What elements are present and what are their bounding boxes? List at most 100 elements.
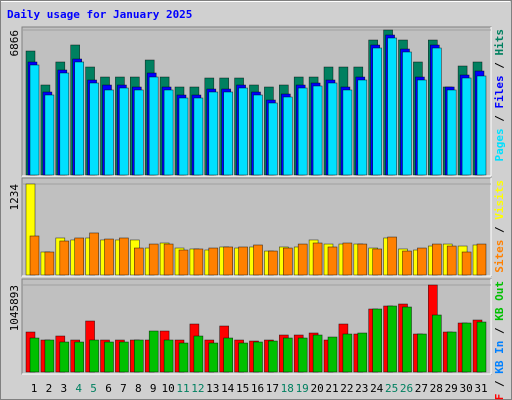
y-tick-label: 1234 [8, 184, 21, 211]
x-tick-label: 13 [206, 382, 219, 395]
legend-entry: Files [493, 75, 506, 108]
bar [417, 247, 427, 276]
bar [387, 305, 397, 373]
x-tick-label: 14 [221, 382, 235, 395]
bar [44, 94, 55, 176]
bar [208, 91, 219, 176]
bar [193, 97, 204, 176]
bar [342, 89, 353, 176]
x-tick-label: 7 [120, 382, 127, 395]
bar [476, 75, 487, 176]
y-tick-label: 1045893 [8, 285, 21, 331]
bar [238, 87, 248, 176]
bar [387, 236, 397, 276]
x-tick-label: 31 [474, 382, 487, 395]
legend-separator: / [493, 220, 506, 240]
bar [402, 306, 412, 373]
x-tick-label: 4 [75, 382, 82, 395]
x-tick-label: 11 [176, 382, 189, 395]
bar [446, 245, 457, 276]
x-tick-label: 9 [150, 382, 157, 395]
x-tick-label: 24 [370, 382, 384, 395]
legend-separator: / [493, 374, 506, 394]
bar [29, 337, 40, 373]
chart-title: Daily usage for January 2025 [7, 8, 192, 21]
bar [312, 85, 323, 176]
legend: Pages / Files / Hits [493, 29, 506, 162]
bar [446, 89, 457, 176]
x-tick-label: 20 [310, 382, 323, 395]
bar [268, 102, 278, 176]
bar [178, 97, 189, 176]
x-tick-label: 23 [355, 382, 368, 395]
bar [74, 61, 84, 176]
bar [223, 91, 233, 176]
bar [312, 334, 323, 373]
x-tick-label: 19 [296, 382, 309, 395]
bar [104, 89, 114, 176]
bar [357, 79, 368, 176]
bar [223, 337, 233, 373]
x-tick-label: 8 [135, 382, 142, 395]
bar [29, 235, 40, 276]
bar [461, 251, 472, 276]
x-tick-label: 10 [161, 382, 174, 395]
bar [312, 242, 323, 276]
bar [119, 237, 129, 276]
x-tick-label: 12 [191, 382, 204, 395]
bar [476, 243, 487, 276]
bar [193, 335, 204, 373]
bar [327, 336, 338, 373]
bar [208, 247, 219, 276]
bar [89, 232, 99, 276]
bar [44, 251, 55, 276]
bar [104, 238, 114, 276]
bar [74, 341, 84, 373]
legend-entry: Hits [493, 29, 506, 56]
x-tick-label: 17 [266, 382, 279, 395]
legend-entry: KB F [493, 394, 506, 400]
x-tick-label: 21 [325, 382, 338, 395]
bar [461, 322, 472, 373]
bar [44, 339, 55, 373]
bevel [1, 1, 510, 2]
bar [119, 87, 129, 176]
bar [253, 244, 263, 276]
x-tick-label: 29 [445, 382, 458, 395]
bar [357, 332, 368, 373]
x-tick-label: 16 [251, 382, 264, 395]
bar [357, 243, 368, 276]
bar [327, 82, 338, 176]
x-tick-label: 6 [105, 382, 112, 395]
x-tick-label: 22 [340, 382, 353, 395]
y-tick-label: 6866 [8, 30, 21, 57]
bar [148, 330, 159, 373]
legend-entry: Sites [493, 240, 506, 273]
legend-separator: / [493, 56, 506, 76]
bar [402, 51, 412, 176]
x-tick-label: 3 [60, 382, 67, 395]
legend: Sites / Visits [493, 180, 506, 273]
bar [282, 337, 293, 373]
x-tick-label: 1 [31, 382, 38, 395]
bar [193, 248, 204, 276]
legend-entry: Pages [493, 128, 506, 161]
bar [253, 341, 263, 373]
x-tick-label: 30 [459, 382, 472, 395]
bar [148, 76, 159, 176]
legend-entry: KB Out [493, 281, 506, 321]
bar [148, 243, 159, 276]
bar [476, 321, 487, 373]
x-tick-label: 5 [90, 382, 97, 395]
bar [223, 246, 233, 276]
x-tick-label: 18 [281, 382, 294, 395]
legend-separator: / [493, 109, 506, 129]
bar [163, 243, 174, 276]
bar [282, 247, 293, 276]
bar [297, 87, 308, 176]
bar [74, 237, 84, 276]
x-tick-label: 28 [430, 382, 443, 395]
x-tick-label: 25 [385, 382, 398, 395]
bar [327, 246, 338, 276]
